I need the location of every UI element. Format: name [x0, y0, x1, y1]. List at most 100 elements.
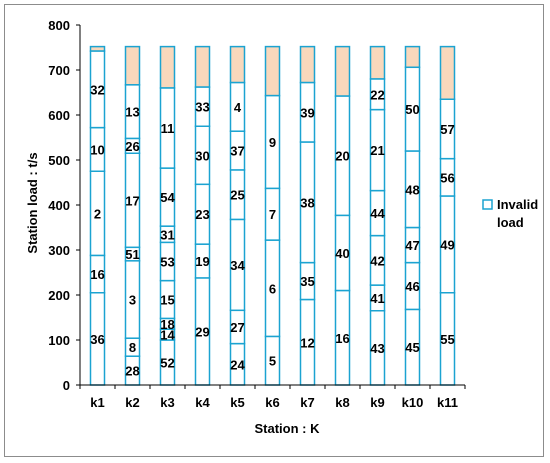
x-tick-label: k4 — [195, 395, 210, 410]
task-segment-4 — [229, 81, 246, 132]
segment-label: 15 — [160, 293, 174, 308]
invalid-load-segment — [124, 45, 141, 86]
segment-label: 33 — [195, 100, 209, 115]
task-segment-20 — [334, 95, 351, 217]
x-tick-label: k6 — [265, 395, 279, 410]
y-tick-label: 700 — [48, 63, 70, 78]
segment-label: 51 — [125, 247, 139, 262]
segment-label: 48 — [405, 182, 419, 197]
segment-label: 34 — [230, 258, 245, 273]
task-segment-13 — [124, 84, 141, 140]
segment-label: 29 — [195, 324, 209, 339]
bar-k5: 24 27 34 25 37 4 — [229, 45, 246, 386]
segment-label: 52 — [160, 356, 174, 371]
segment-label: 6 — [269, 281, 276, 296]
task-segment-32 — [89, 50, 106, 129]
segment-label: 45 — [405, 340, 419, 355]
segment-label: 39 — [300, 105, 314, 120]
segment-label: 49 — [440, 237, 454, 252]
x-tick-label: k2 — [125, 395, 139, 410]
y-tick-label: 400 — [48, 198, 70, 213]
y-tick-label: 800 — [48, 18, 70, 33]
segment-label: 16 — [335, 331, 349, 346]
segment-label: 12 — [300, 335, 314, 350]
segment-label: 54 — [160, 190, 175, 205]
segment-label: 24 — [230, 357, 245, 372]
segment-label: 38 — [300, 195, 314, 210]
segment-label: 42 — [370, 253, 384, 268]
x-tick-label: k3 — [160, 395, 174, 410]
invalid-load-segment — [194, 45, 211, 88]
segment-label: 43 — [370, 341, 384, 356]
segment-label: 18 — [160, 317, 174, 332]
segment-label: 57 — [440, 122, 454, 137]
x-tick-label: k11 — [437, 395, 458, 410]
station-load-chart: 3616210322883511726135214181553315411291… — [25, 18, 538, 436]
x-tick-label: k10 — [402, 395, 424, 410]
segment-label: 17 — [125, 193, 139, 208]
segment-label: 40 — [335, 246, 349, 261]
segment-label: 3 — [129, 293, 136, 308]
segment-label: 36 — [90, 332, 104, 347]
segment-label: 23 — [195, 207, 209, 222]
segment-label: 35 — [300, 274, 314, 289]
task-segment-22 — [369, 78, 386, 111]
invalid-load-segment — [299, 45, 316, 84]
segment-label: 4 — [234, 100, 242, 115]
y-tick-label: 500 — [48, 153, 70, 168]
x-tick-label: k1 — [90, 395, 104, 410]
legend-swatch — [482, 199, 493, 210]
segment-label: 10 — [90, 142, 104, 157]
bar-k6: 5 6 7 9 — [264, 45, 281, 386]
segment-label: 27 — [230, 320, 244, 335]
segment-label: 7 — [269, 207, 276, 222]
invalid-load-segment — [369, 45, 386, 80]
invalid-load-segment — [159, 45, 176, 89]
axes: 0 100 200 300 400 500 600 700 800 k1 k2 k3 k4 k5 k6 k7 k… — [48, 18, 466, 410]
y-axis-title: Station load : t/s — [25, 152, 40, 253]
invalid-load-segment — [404, 45, 421, 69]
legend-label: Invalid load — [497, 197, 538, 230]
y-tick-label: 600 — [48, 108, 70, 123]
segment-label: 37 — [230, 144, 244, 159]
bar-k2: 28 8 3 51 17 26 13 — [124, 45, 141, 386]
segment-label: 32 — [90, 82, 104, 97]
segment-label: 55 — [440, 332, 454, 347]
chart-frame: 36 16 2 10 32 28 8 3 51 17 26 13 52 14 18 15 53 31 54 11 29 1… — [4, 4, 544, 457]
y-tick-label: 0 — [63, 378, 70, 393]
invalid-load-segment — [439, 45, 456, 100]
task-segment-11 — [159, 87, 176, 169]
bar-k9: 43 41 42 44 21 22 — [369, 45, 386, 386]
task-segment-33 — [194, 86, 211, 127]
invalid-load-segment — [264, 45, 281, 97]
segment-label: 46 — [405, 279, 419, 294]
segment-label: 26 — [125, 139, 139, 154]
task-segment-50 — [404, 66, 421, 152]
invalid-load-segment — [229, 45, 246, 84]
x-axis-title: Station : K — [255, 421, 321, 436]
segment-label: 13 — [125, 105, 139, 120]
legend: Invalid load — [482, 197, 538, 230]
task-segment-57 — [439, 98, 456, 160]
segment-label: 41 — [370, 291, 384, 306]
bar-k10: 45 46 47 48 50 — [404, 45, 421, 386]
segment-label: 47 — [405, 238, 419, 253]
segment-label: 25 — [230, 188, 244, 203]
segment-label: 5 — [269, 354, 276, 369]
y-tick-label: 100 — [48, 333, 70, 348]
x-tick-label: k7 — [300, 395, 314, 410]
segment-label: 20 — [335, 149, 349, 164]
segment-label: 22 — [370, 87, 384, 102]
y-tick-label: 200 — [48, 288, 70, 303]
x-tick-label: k8 — [335, 395, 349, 410]
bar-k11: 55 49 56 57 — [439, 45, 456, 386]
segment-label: 28 — [125, 364, 139, 379]
bar-k1: 36 16 2 10 32 — [89, 45, 106, 386]
task-segment-39 — [299, 81, 316, 143]
y-tick-label: 300 — [48, 243, 70, 258]
segment-label: 56 — [440, 170, 454, 185]
x-tick-label: k9 — [370, 395, 384, 410]
segment-label: 2 — [94, 206, 101, 221]
x-tick-label: k5 — [230, 395, 244, 410]
